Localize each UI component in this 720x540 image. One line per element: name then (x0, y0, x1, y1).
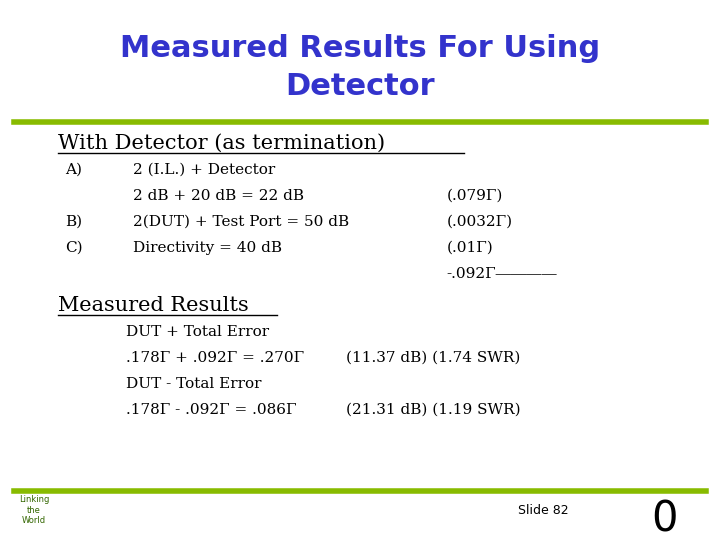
Text: A): A) (65, 163, 82, 177)
Text: Measured Results For Using: Measured Results For Using (120, 34, 600, 63)
Text: .178Γ - .092Γ = .086Γ: .178Γ - .092Γ = .086Γ (126, 403, 297, 417)
Text: B): B) (65, 215, 82, 229)
Text: Linking
the
World: Linking the World (19, 495, 49, 525)
Text: 0: 0 (652, 498, 678, 540)
Text: DUT - Total Error: DUT - Total Error (126, 377, 261, 391)
Text: 2 (I.L.) + Detector: 2 (I.L.) + Detector (133, 163, 276, 177)
Text: (21.31 dB) (1.19 SWR): (21.31 dB) (1.19 SWR) (346, 403, 521, 417)
Text: (.0032Γ): (.0032Γ) (446, 215, 513, 229)
Text: 2 dB + 20 dB = 22 dB: 2 dB + 20 dB = 22 dB (133, 189, 304, 203)
Text: Detector: Detector (285, 72, 435, 101)
Text: Measured Results: Measured Results (58, 295, 248, 315)
Text: -.092Γ――――: -.092Γ―――― (446, 267, 557, 281)
Text: 2(DUT) + Test Port = 50 dB: 2(DUT) + Test Port = 50 dB (133, 215, 349, 229)
Text: Directivity = 40 dB: Directivity = 40 dB (133, 241, 282, 255)
Text: DUT + Total Error: DUT + Total Error (126, 325, 269, 339)
Text: .178Γ + .092Γ = .270Γ: .178Γ + .092Γ = .270Γ (126, 351, 304, 365)
Text: (.079Γ): (.079Γ) (446, 189, 503, 203)
Text: Slide 82: Slide 82 (518, 504, 569, 517)
Text: (11.37 dB) (1.74 SWR): (11.37 dB) (1.74 SWR) (346, 351, 520, 365)
Text: With Detector (as termination): With Detector (as termination) (58, 133, 384, 153)
Text: C): C) (65, 241, 82, 255)
Text: (.01Γ): (.01Γ) (446, 241, 493, 255)
